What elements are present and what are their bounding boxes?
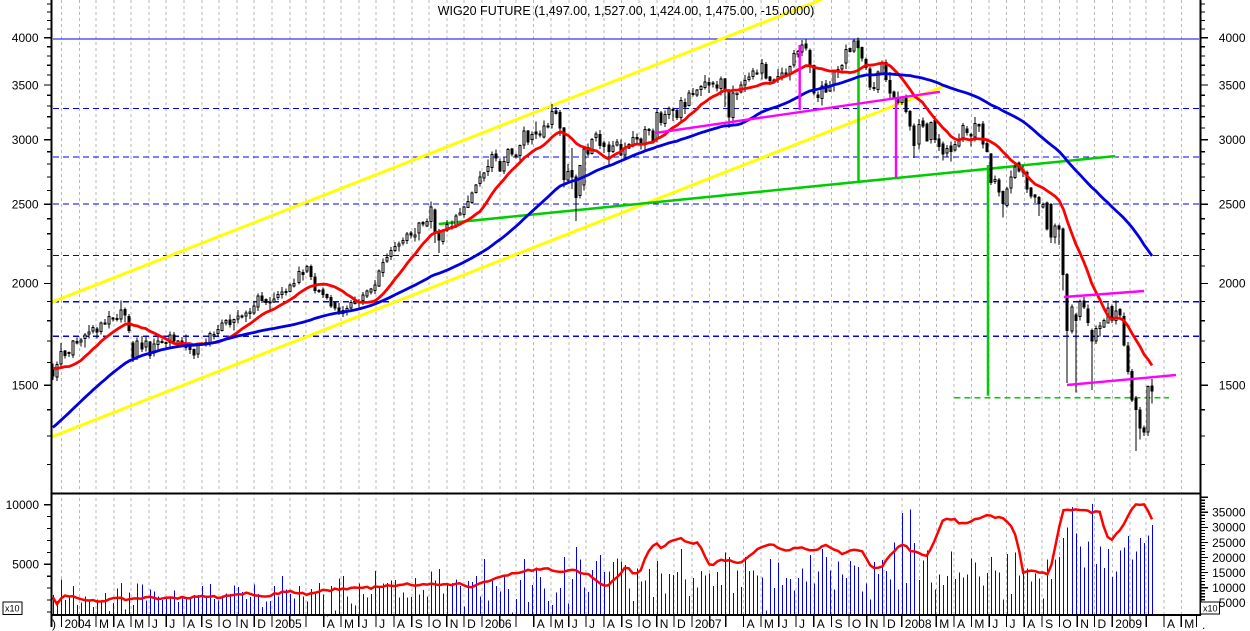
svg-text:J: J [572,617,578,631]
svg-text:A: A [607,617,615,631]
svg-text:S: S [205,617,213,631]
svg-text:O: O [642,617,651,631]
svg-text:A: A [187,617,195,631]
svg-text:2500: 2500 [1219,198,1246,212]
svg-text:J: J [782,617,788,631]
svg-text:A: A [1167,617,1175,631]
svg-text:O: O [1062,617,1071,631]
svg-text:x10: x10 [5,604,20,614]
svg-text:2500: 2500 [12,198,39,212]
svg-text:A: A [327,617,335,631]
svg-text:D: D [257,617,266,631]
svg-text:M: M [99,617,109,631]
svg-text:O: O [222,617,231,631]
svg-text:J: J [169,617,175,631]
svg-text:M: M [764,617,774,631]
svg-text:.: . [1202,618,1205,631]
svg-text:D: D [1098,617,1107,631]
svg-text:A: A [1027,617,1035,631]
svg-text:1500: 1500 [12,379,39,393]
svg-text:S: S [625,617,633,631]
svg-text:3000: 3000 [12,133,39,147]
svg-text:1500: 1500 [1219,379,1246,393]
svg-text:J: J [362,617,368,631]
svg-text:M: M [974,617,984,631]
svg-text:4000: 4000 [12,31,39,45]
svg-text:A: A [747,617,755,631]
svg-text:2009: 2009 [1115,617,1142,631]
svg-text:2008: 2008 [905,617,932,631]
svg-text:2005: 2005 [275,617,302,631]
svg-text:M: M [939,617,949,631]
svg-text:N: N [660,617,669,631]
svg-text:A: A [117,617,125,631]
svg-text:N: N [240,617,249,631]
svg-text:A: A [957,617,965,631]
svg-text:J: J [152,617,158,631]
svg-text:J: J [799,617,805,631]
svg-text:S: S [1045,617,1053,631]
svg-text:D: D [467,617,476,631]
svg-text:WIG20 FUTURE (1,497.00, 1,527.: WIG20 FUTURE (1,497.00, 1,527.00, 1,424.… [438,4,815,18]
svg-text:M: M [554,617,564,631]
svg-text:): ) [52,617,56,631]
svg-text:N: N [450,617,459,631]
svg-text:5000: 5000 [12,558,39,572]
svg-text:2004: 2004 [65,617,92,631]
svg-text:M: M [1184,617,1194,631]
svg-text:10000: 10000 [1212,581,1246,595]
svg-text:2007: 2007 [695,617,722,631]
svg-text:S: S [415,617,423,631]
svg-text:N: N [1080,617,1089,631]
svg-text:J: J [992,617,998,631]
svg-text:4000: 4000 [1219,31,1246,45]
svg-text:10000: 10000 [6,498,40,512]
svg-text:J: J [589,617,595,631]
svg-text:N: N [870,617,879,631]
svg-text:M: M [344,617,354,631]
svg-text:5000: 5000 [1219,596,1246,610]
svg-text:D: D [677,617,686,631]
svg-text:30000: 30000 [1212,521,1246,535]
svg-text:35000: 35000 [1212,506,1246,520]
svg-text:2000: 2000 [1219,277,1246,291]
svg-text:O: O [852,617,861,631]
svg-text:O: O [432,617,441,631]
svg-text:J: J [379,617,385,631]
svg-text:2006: 2006 [485,617,512,631]
svg-text:3500: 3500 [1219,78,1246,92]
svg-text:25000: 25000 [1212,536,1246,550]
svg-text:M: M [134,617,144,631]
svg-text:3500: 3500 [12,78,39,92]
svg-text:A: A [537,617,545,631]
svg-text:A: A [397,617,405,631]
svg-text:D: D [887,617,896,631]
svg-text:3000: 3000 [1219,133,1246,147]
svg-text:x10: x10 [1203,604,1218,614]
svg-text:A: A [817,617,825,631]
svg-text:2000: 2000 [12,277,39,291]
svg-text:S: S [835,617,843,631]
svg-text:J: J [1010,617,1016,631]
svg-text:15000: 15000 [1212,566,1246,580]
svg-text:20000: 20000 [1212,551,1246,565]
